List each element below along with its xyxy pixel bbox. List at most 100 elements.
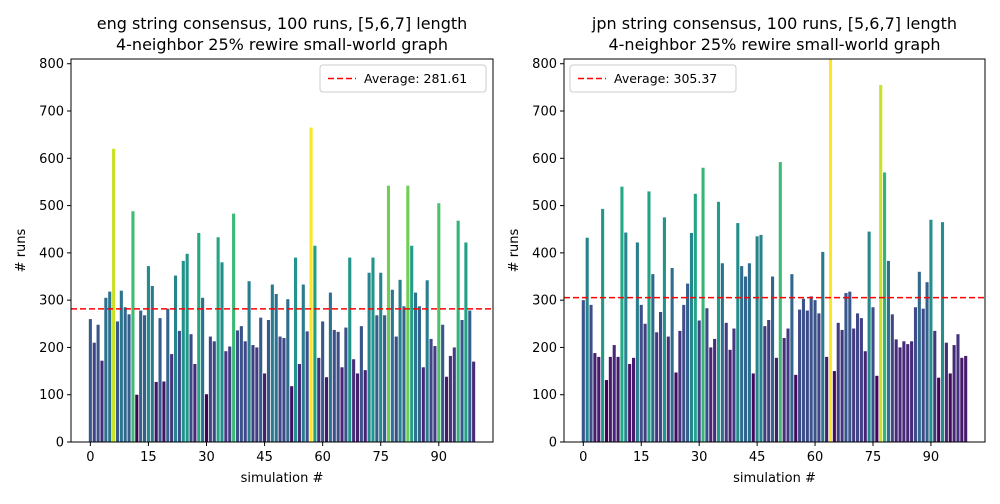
bar: [616, 356, 620, 442]
x-tick-label: 15: [140, 450, 157, 465]
bar: [448, 355, 452, 442]
bar: [324, 377, 329, 442]
bar: [828, 59, 833, 442]
bar: [825, 356, 829, 442]
bar: [177, 330, 181, 442]
bar: [375, 315, 379, 442]
bar: [643, 323, 647, 442]
bar: [220, 262, 224, 442]
bar: [956, 334, 960, 442]
x-ticks: 0 15 30 45 60 75 90: [579, 442, 939, 465]
bar: [328, 292, 332, 442]
bar: [340, 367, 344, 442]
bar: [398, 279, 402, 442]
bar: [444, 376, 449, 442]
bar: [964, 355, 968, 442]
bar: [150, 285, 154, 442]
bar: [890, 314, 894, 442]
bar: [143, 315, 147, 442]
bar: [751, 373, 755, 442]
bars: [88, 127, 476, 442]
bar: [235, 330, 240, 442]
legend-label: Average: 305.37: [614, 71, 717, 86]
bar: [913, 307, 918, 442]
bar: [821, 251, 825, 442]
bar: [917, 271, 921, 442]
bar: [647, 191, 651, 442]
bar: [201, 297, 205, 442]
bar: [682, 304, 686, 442]
bar: [809, 296, 813, 442]
bar: [604, 380, 609, 442]
bar: [925, 282, 929, 442]
x-axis-label: simulation #: [241, 471, 324, 486]
y-tick-label: 0: [56, 436, 64, 451]
bar: [585, 237, 589, 442]
bar: [228, 346, 232, 442]
bar: [635, 242, 639, 442]
bar: [197, 233, 201, 442]
bar: [856, 313, 860, 442]
chart-2: jpn string consensus, 100 runs, [5,6,7] …: [507, 14, 986, 486]
bar: [697, 320, 701, 442]
bar: [406, 185, 410, 442]
bar: [208, 336, 212, 442]
x-tick-label: 75: [372, 450, 389, 465]
bar: [162, 381, 166, 442]
bar: [452, 347, 456, 442]
bar: [705, 308, 709, 442]
bar: [259, 317, 263, 442]
bar: [189, 334, 193, 442]
bar: [317, 357, 321, 442]
bar: [755, 236, 759, 442]
bar: [759, 234, 763, 442]
y-tick-label: 700: [39, 105, 64, 120]
bar: [390, 289, 394, 442]
bar: [278, 336, 282, 442]
bar: [863, 351, 867, 442]
bar: [589, 304, 593, 442]
bar: [158, 318, 162, 442]
bar: [108, 291, 112, 442]
x-tick-label: 60: [314, 450, 331, 465]
bar: [286, 299, 290, 442]
bar: [782, 337, 786, 442]
bar: [468, 310, 472, 442]
bar: [894, 339, 898, 442]
bar: [193, 363, 197, 442]
bar: [763, 326, 767, 442]
bar: [433, 346, 437, 442]
bar: [88, 319, 92, 442]
bar: [383, 315, 387, 442]
bar: [460, 320, 464, 442]
bar: [266, 320, 270, 442]
bar: [290, 386, 294, 442]
bar: [112, 148, 116, 442]
bar: [778, 162, 782, 442]
y-tick-label: 500: [532, 199, 557, 214]
y-tick-label: 600: [39, 152, 64, 167]
bar: [344, 327, 348, 442]
bar: [921, 308, 925, 442]
bar: [678, 330, 682, 442]
x-tick-label: 90: [431, 450, 448, 465]
bar: [674, 372, 678, 442]
bar: [170, 354, 174, 442]
y-tick-label: 300: [532, 294, 557, 309]
bar: [655, 332, 659, 442]
bar: [301, 284, 305, 442]
bar: [933, 330, 937, 442]
bar: [139, 310, 143, 442]
bar: [832, 371, 836, 442]
legend: Average: 305.37: [569, 64, 737, 93]
bar: [166, 308, 170, 442]
bar: [421, 367, 425, 442]
bar: [255, 347, 259, 442]
bar: [631, 357, 636, 442]
bar: [332, 329, 336, 442]
bar: [464, 242, 468, 442]
bar: [639, 304, 643, 442]
x-tick-label: 60: [807, 450, 824, 465]
bar: [185, 253, 189, 442]
